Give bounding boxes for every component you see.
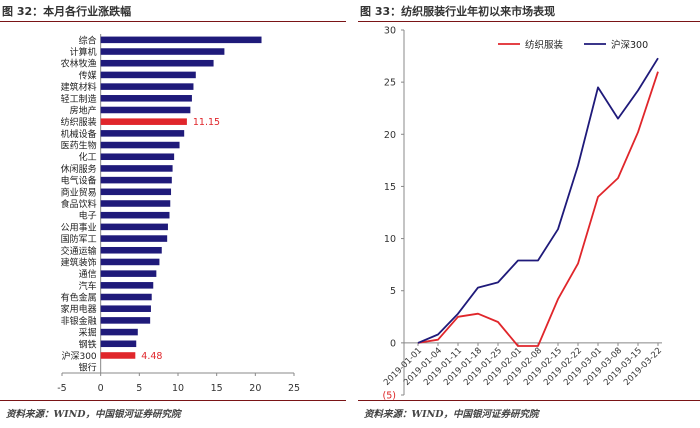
right-title-rule bbox=[358, 21, 700, 22]
bar bbox=[100, 305, 151, 312]
right-source-rule bbox=[358, 400, 700, 401]
category-label: 传媒 bbox=[79, 69, 97, 81]
category-label: 计算机 bbox=[70, 46, 97, 58]
category-label: 建筑材料 bbox=[61, 81, 97, 93]
y-tick-label: 10 bbox=[384, 234, 396, 245]
category-label: 休闲服务 bbox=[61, 163, 97, 175]
x-tick-label: 15 bbox=[211, 383, 223, 394]
bar bbox=[100, 200, 171, 207]
y-tick-label: 25 bbox=[384, 78, 396, 89]
y-tick-label: 0 bbox=[390, 338, 396, 349]
left-panel: 图 32：本月各行业涨跌幅 -5 0 5 10 15 20 25 综合 计算机 农林牧渔 传媒 建筑材… bbox=[0, 0, 346, 428]
category-label: 非银金融 bbox=[61, 315, 97, 327]
bar bbox=[100, 176, 172, 184]
bar bbox=[100, 36, 262, 44]
category-label: 通信 bbox=[79, 268, 97, 280]
y-tick-label: (5) bbox=[383, 391, 396, 402]
category-label: 家用电器 bbox=[61, 303, 97, 315]
category-label: 化工 bbox=[79, 151, 97, 163]
bar bbox=[100, 71, 196, 79]
series-line bbox=[417, 71, 659, 347]
right-chart-title: 图 33：纺织服装行业年初以来市场表现 bbox=[360, 5, 556, 18]
bar bbox=[100, 317, 151, 324]
x-tick-label: 20 bbox=[249, 383, 261, 394]
market-performance-line-chart: (5)0510152025302019-01-012019-01-042019-… bbox=[382, 26, 664, 402]
bar bbox=[100, 282, 154, 289]
bar bbox=[100, 141, 180, 149]
category-label: 国防军工 bbox=[61, 233, 97, 245]
y-tick-label: 30 bbox=[384, 26, 396, 37]
data-label: 4.48 bbox=[141, 351, 162, 362]
left-source-note: 资料来源：WIND，中国银河证券研究院 bbox=[6, 409, 181, 420]
category-label: 交通运输 bbox=[61, 245, 97, 257]
x-tick-label: 25 bbox=[288, 383, 300, 394]
category-label: 银行 bbox=[79, 362, 97, 374]
y-tick-label: 15 bbox=[384, 182, 396, 193]
bar bbox=[100, 95, 192, 102]
category-label: 公用事业 bbox=[61, 221, 97, 233]
bar bbox=[100, 223, 168, 231]
bar bbox=[100, 235, 168, 242]
right-panel: 图 33：纺织服装行业年初以来市场表现 (5) 0 5 10 15 20 25 30 2019-… bbox=[358, 0, 700, 428]
category-label: 纺织服装 bbox=[61, 116, 97, 128]
x-tick-label: -5 bbox=[57, 383, 66, 394]
bar bbox=[100, 118, 187, 125]
legend-label: 沪深300 bbox=[611, 39, 648, 51]
category-label: 电子 bbox=[79, 210, 97, 222]
bar bbox=[100, 59, 214, 67]
bar bbox=[100, 153, 175, 161]
right-source-note: 资料来源：WIND，中国银河证券研究院 bbox=[364, 409, 539, 420]
category-label: 农林牧渔 bbox=[61, 58, 97, 70]
x-tick-label: 10 bbox=[172, 383, 184, 394]
bar bbox=[100, 188, 172, 196]
bar bbox=[100, 293, 152, 301]
category-label: 钢铁 bbox=[79, 338, 97, 350]
category-label: 综合 bbox=[79, 34, 97, 46]
bar bbox=[100, 211, 170, 219]
series-line bbox=[417, 57, 659, 344]
x-tick-label: 0 bbox=[98, 383, 104, 394]
bar bbox=[100, 340, 137, 348]
category-label: 电气设备 bbox=[61, 175, 97, 187]
y-tick-label: 5 bbox=[390, 286, 396, 297]
category-label: 房地产 bbox=[70, 104, 97, 116]
category-label: 沪深300 bbox=[61, 350, 96, 362]
bar bbox=[100, 48, 225, 55]
category-label: 建筑装饰 bbox=[61, 256, 97, 268]
bar bbox=[100, 246, 162, 254]
bar bbox=[100, 258, 160, 266]
category-label: 机械设备 bbox=[61, 128, 97, 140]
y-tick-label: 20 bbox=[384, 130, 396, 141]
x-tick-label: 5 bbox=[136, 383, 142, 394]
category-label: 轻工制造 bbox=[61, 93, 97, 105]
bar bbox=[100, 270, 157, 277]
left-source-rule bbox=[0, 400, 346, 401]
category-label: 食品饮料 bbox=[61, 198, 97, 210]
category-label: 汽车 bbox=[79, 280, 97, 292]
legend-label: 纺织服装 bbox=[525, 39, 564, 51]
data-label: 11.15 bbox=[193, 117, 220, 128]
category-label: 商业贸易 bbox=[61, 186, 97, 198]
category-label: 医药生物 bbox=[61, 140, 97, 152]
bar bbox=[100, 106, 191, 114]
left-chart-title: 图 32：本月各行业涨跌幅 bbox=[2, 5, 132, 18]
bar bbox=[100, 328, 138, 336]
bar bbox=[100, 352, 136, 359]
category-label: 有色金属 bbox=[61, 292, 97, 304]
category-label: 采掘 bbox=[79, 327, 97, 339]
bar bbox=[100, 165, 173, 172]
left-title-rule bbox=[0, 21, 346, 22]
bar bbox=[100, 83, 194, 90]
bar bbox=[100, 130, 185, 137]
